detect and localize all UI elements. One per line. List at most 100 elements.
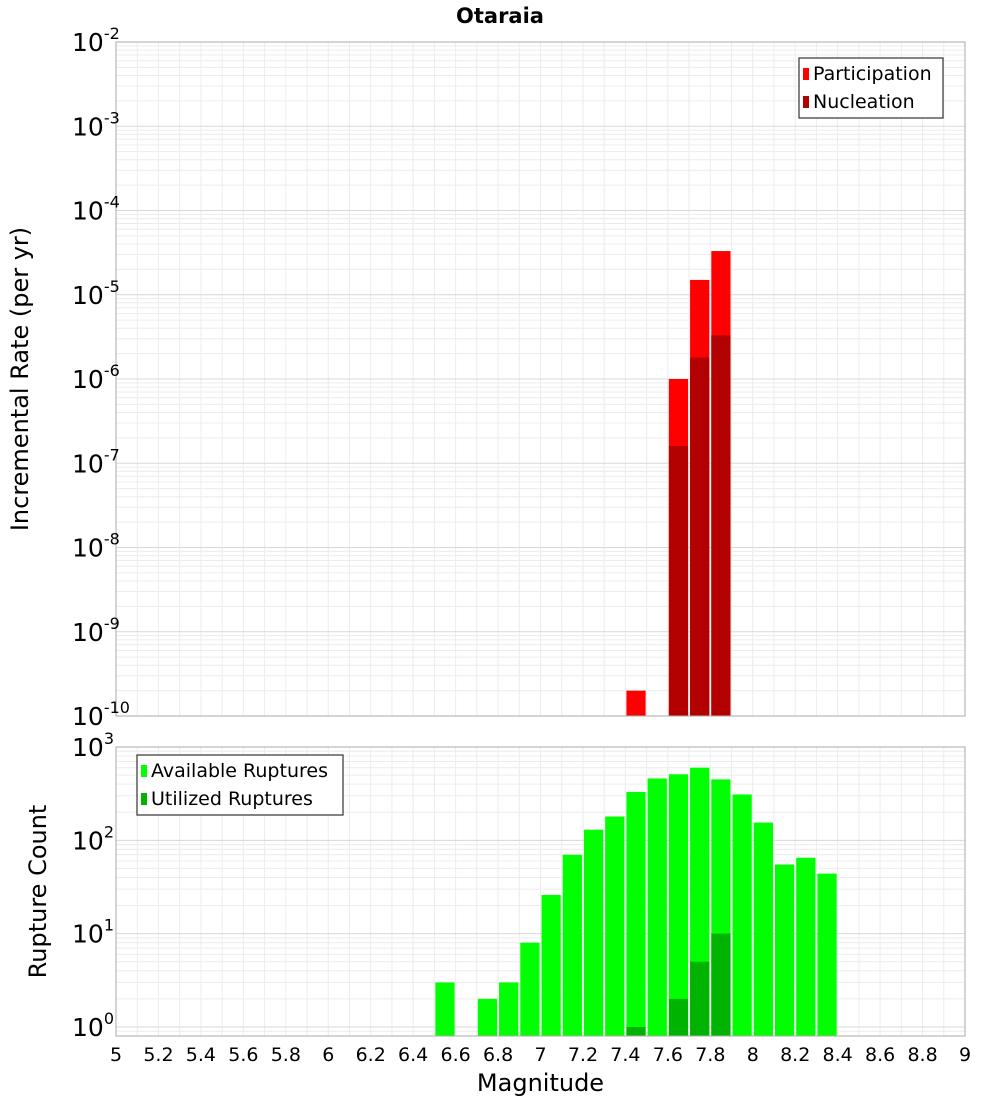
x-tick-label: 8 [747,1044,759,1066]
x-tick-label: 5.4 [186,1044,216,1066]
y-tick-exponent: 1 [104,916,114,935]
legend-swatch [141,793,147,805]
x-tick-label: 5.2 [143,1044,173,1066]
legend-box [136,754,344,816]
plot-border [115,41,966,717]
y-tick-label: 10-3 [72,108,120,141]
y-tick-label: 100 [72,1009,114,1042]
y-tick-label: 10-5 [72,277,120,310]
y-tick-exponent: -9 [104,614,120,633]
bar-available-ruptures [753,822,773,1036]
x-tick-label: 8.8 [907,1044,937,1066]
bar-available-ruptures [541,894,561,1036]
y-tick-label: 10-10 [72,698,130,731]
rate-panel: 10-1010-910-810-710-610-510-410-310-2Inc… [6,24,966,731]
bar-available-ruptures [477,998,498,1036]
x-tick-label: 7 [534,1044,546,1066]
bar-nucleation [668,446,689,716]
legend-swatch [141,765,147,777]
y-tick-base: 10 [72,112,104,141]
y-tick-base: 10 [72,618,104,647]
y-tick-label: 10-6 [72,361,120,394]
y-tick-exponent: -5 [104,277,120,296]
y-tick-label: 10-8 [72,530,120,563]
y-tick-base: 10 [72,281,104,310]
bar-available-ruptures [520,942,540,1036]
bar-utilized-ruptures [626,1026,646,1036]
legend-label: Participation [813,63,932,85]
bar-available-ruptures [626,791,646,1036]
x-tick-label: 6.2 [356,1044,386,1066]
y-tick-base: 10 [72,197,104,226]
bar-participation [626,690,646,716]
x-tick-label: 8.2 [780,1044,810,1066]
legend-swatch [803,96,809,108]
legend-box [798,57,944,119]
bar-available-ruptures [499,982,519,1036]
y-tick-label: 101 [72,916,114,949]
chart-title: Otaraia [456,4,544,28]
bar-available-ruptures [583,829,604,1036]
legend: Participation Nucleation [798,57,944,119]
x-tick-label: 9 [959,1044,971,1066]
bar-available-ruptures [817,873,837,1036]
bar-available-ruptures [647,778,667,1036]
y-tick-exponent: -3 [104,108,120,127]
y-tick-base: 10 [72,733,104,762]
bar-available-ruptures [796,857,816,1036]
bar-nucleation [690,357,710,716]
y-tick-label: 103 [72,729,114,762]
bar-utilized-ruptures [711,933,731,1036]
bar-available-ruptures [732,794,752,1036]
plot-border [115,746,966,1037]
bar-available-ruptures [435,982,455,1036]
y-axis-label: Incremental Rate (per yr) [6,227,34,531]
x-tick-label: 7.2 [568,1044,598,1066]
bar-nucleation [711,335,731,716]
x-tick-label: 8.6 [865,1044,895,1066]
y-tick-base: 10 [72,1013,104,1042]
y-tick-exponent: 2 [104,822,114,841]
x-tick-label: 6.4 [398,1044,428,1066]
legend-swatch [803,68,809,80]
bar-available-ruptures [774,864,795,1036]
bar-available-ruptures [668,774,689,1036]
bar-utilized-ruptures [690,961,710,1036]
y-tick-exponent: -2 [104,24,120,43]
y-tick-base: 10 [72,920,104,949]
bar-available-ruptures [605,816,625,1036]
y-tick-exponent: -6 [104,361,120,380]
y-tick-exponent: -10 [104,698,130,717]
y-tick-label: 10-9 [72,614,120,647]
y-tick-exponent: 3 [104,729,114,748]
y-tick-exponent: -7 [104,445,120,464]
y-tick-label: 10-4 [72,193,120,226]
legend: Available Ruptures Utilized Ruptures [136,754,344,816]
legend-label: Nucleation [813,91,915,113]
bar-utilized-ruptures [668,998,689,1036]
x-tick-label: 6.8 [483,1044,513,1066]
y-tick-base: 10 [72,702,104,731]
x-tick-label: 7.6 [653,1044,683,1066]
y-tick-exponent: -8 [104,530,120,549]
y-tick-exponent: -4 [104,193,120,212]
x-tick-label: 6 [322,1044,334,1066]
x-tick-label: 8.4 [823,1044,853,1066]
x-tick-label: 7.4 [610,1044,640,1066]
y-tick-label: 102 [72,822,114,855]
x-tick-label: 5.8 [271,1044,301,1066]
y-tick-base: 10 [72,365,104,394]
y-tick-base: 10 [72,534,104,563]
x-axis-label: Magnitude [477,1069,604,1097]
y-tick-base: 10 [72,449,104,478]
y-axis-label: Rupture Count [24,805,52,979]
legend-label: Available Ruptures [151,760,328,782]
bar-available-ruptures [562,854,582,1036]
x-tick-label: 6.6 [440,1044,470,1066]
x-tick-label: 5.6 [228,1044,258,1066]
y-tick-label: 10-2 [72,24,120,57]
legend-label: Utilized Ruptures [151,788,313,810]
y-tick-label: 10-7 [72,445,120,478]
